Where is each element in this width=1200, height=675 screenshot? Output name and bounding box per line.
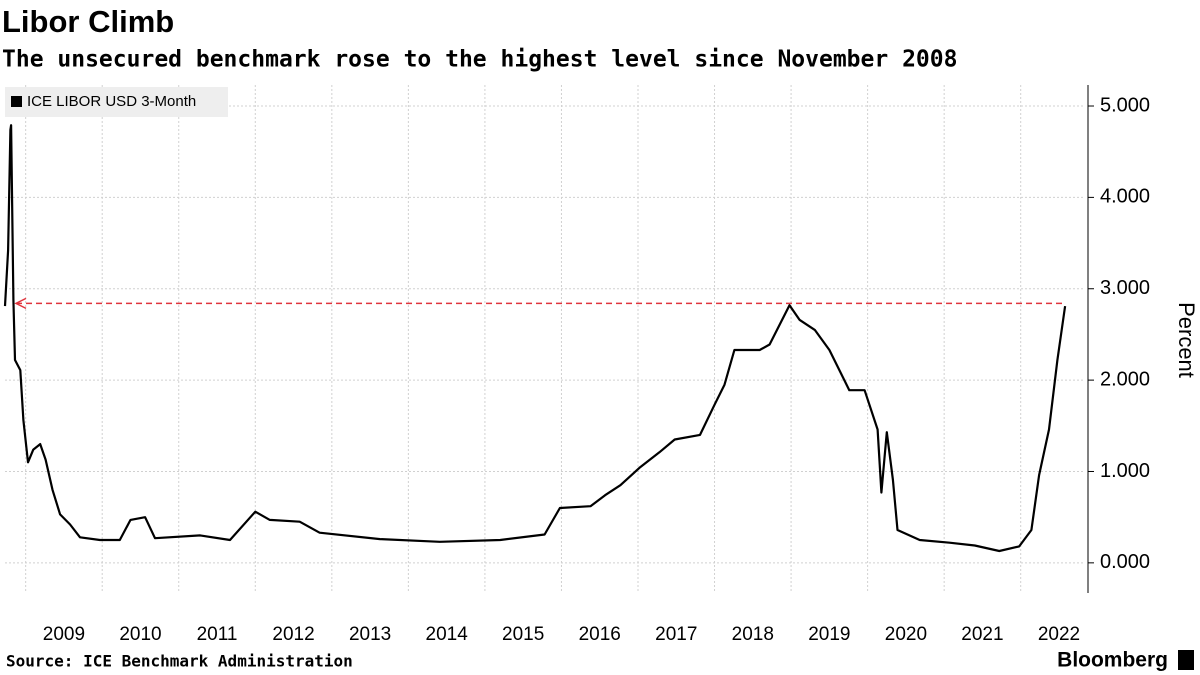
source: Source: ICE Benchmark Administration [6, 652, 353, 671]
x-tick-label: 2013 [349, 624, 391, 645]
x-tick-label: 2015 [502, 624, 544, 645]
x-tick-label: 2014 [426, 624, 469, 645]
y-tick-label: 2.000 [1100, 368, 1150, 390]
y-axis-label: Percent [1174, 302, 1199, 378]
x-tick-label: 2016 [579, 624, 621, 645]
legend-swatch [11, 96, 22, 107]
x-tick-label: 2020 [885, 624, 927, 645]
legend-box [5, 87, 228, 117]
x-tick-label: 2017 [655, 624, 697, 645]
y-tick-label: 0.000 [1100, 551, 1150, 573]
x-tick-label: 2011 [197, 624, 238, 645]
y-tick-label: 1.000 [1100, 460, 1150, 482]
legend-label: ICE LIBOR USD 3-Month [27, 93, 196, 110]
x-tick-label: 2018 [732, 624, 774, 645]
x-tick-label: 2009 [43, 624, 85, 645]
x-tick-label: 2010 [119, 624, 161, 645]
x-tick-label: 2012 [272, 624, 314, 645]
chart-title: Libor Climb [2, 4, 174, 39]
y-tick-label: 4.000 [1100, 186, 1150, 208]
x-tick-label: 2019 [808, 624, 850, 645]
brand-icon [1178, 650, 1194, 670]
y-tick-label: 5.000 [1100, 94, 1150, 116]
brand: Bloomberg [1057, 649, 1168, 672]
series-line [3, 124, 1067, 553]
y-tick-label: 3.000 [1100, 277, 1150, 299]
x-tick-label: 2022 [1038, 624, 1080, 645]
reference-arrow [14, 297, 27, 310]
chart-subtitle: The unsecured benchmark rose to the high… [2, 47, 957, 73]
x-tick-label: 2021 [961, 624, 1003, 645]
